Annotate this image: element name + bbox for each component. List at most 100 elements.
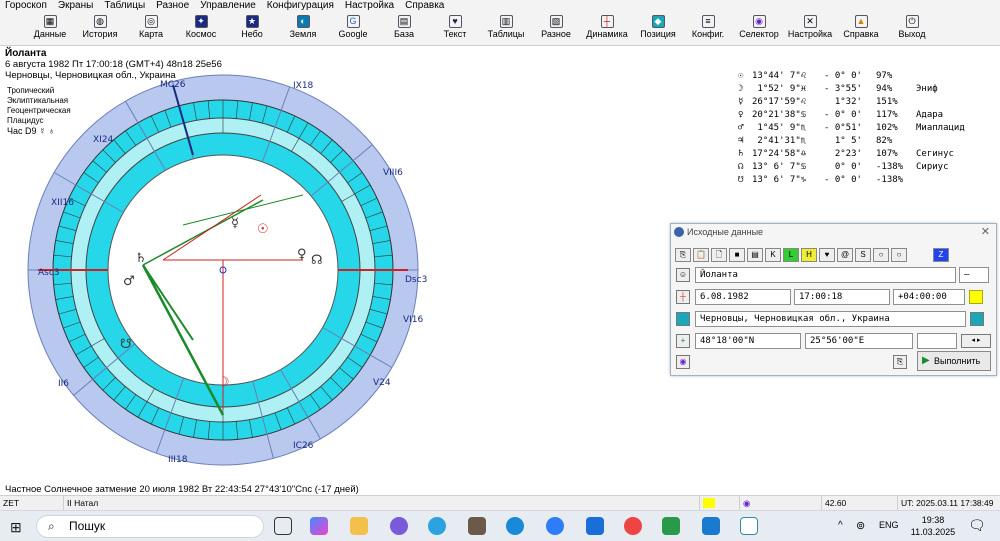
toolbar-help-button[interactable]: ▲ Справка bbox=[843, 15, 879, 39]
natal-chart-wheel[interactable]: Asc3 XII16 XI24 MC26 IX18 VIII6 Dsc3 VI1… bbox=[18, 70, 428, 470]
planet-row: ☉ 13°44' 7"♌ - 0° 0' 97% bbox=[738, 70, 976, 83]
longitude-input[interactable]: 25°56'00"E bbox=[805, 333, 913, 349]
menu-settings[interactable]: Настройка bbox=[344, 0, 395, 11]
new-icon[interactable]: 🗋 bbox=[711, 248, 727, 262]
menu-screens[interactable]: Экраны bbox=[57, 0, 94, 11]
saturn-icon: ♄ bbox=[135, 251, 147, 266]
app-icon[interactable] bbox=[662, 517, 680, 535]
edge-icon[interactable] bbox=[506, 517, 524, 535]
toolbar-settings-button[interactable]: ✕ Настройка bbox=[787, 15, 833, 39]
help-icon: ▲ bbox=[854, 15, 868, 28]
z-icon[interactable]: Z bbox=[933, 248, 949, 262]
color-swatch[interactable] bbox=[969, 290, 983, 304]
radio-icon[interactable]: ○ bbox=[873, 248, 889, 262]
house-label-5: V24 bbox=[373, 378, 391, 388]
viber-icon[interactable] bbox=[390, 517, 408, 535]
photo-app-icon[interactable] bbox=[468, 517, 486, 535]
tray-chevron-icon[interactable]: ^ bbox=[838, 520, 843, 531]
planet-row: ☽ 1°52' 9"♓ - 3°55' 94% Эниф bbox=[738, 83, 976, 96]
windows-start-icon[interactable]: ⊞ bbox=[10, 519, 22, 535]
astrology-app-icon[interactable] bbox=[740, 517, 758, 535]
notification-icon[interactable]: 🗨 bbox=[968, 517, 986, 533]
tray-language[interactable]: ENG bbox=[879, 520, 899, 530]
toolbar-earth-button[interactable]: ◐ Земля bbox=[289, 15, 317, 39]
planet-row: ♃ 2°41'31"♏ 1° 5' 82% bbox=[738, 135, 976, 148]
telegram-icon[interactable] bbox=[428, 517, 446, 535]
toolbar-exit-button[interactable]: ⏻ Выход bbox=[898, 15, 926, 39]
aspect-line bbox=[182, 194, 304, 226]
close-icon[interactable]: ✕ bbox=[980, 226, 990, 238]
selector-icon[interactable]: ◉ bbox=[676, 355, 690, 369]
menu-control[interactable]: Управление bbox=[200, 0, 256, 11]
gender-select[interactable]: – bbox=[959, 267, 989, 283]
toolbar-database-button[interactable]: ▤ База bbox=[394, 15, 414, 39]
house-label-11: XI24 bbox=[93, 135, 114, 145]
time-input[interactable]: 17:00:18 bbox=[794, 289, 890, 305]
toolbar-google-button[interactable]: G Google bbox=[338, 15, 368, 39]
menu-misc[interactable]: Разное bbox=[156, 0, 190, 11]
menu-configuration[interactable]: Конфигурация bbox=[266, 0, 334, 11]
toolbar-config-button[interactable]: ≡ Конфиг. bbox=[691, 15, 725, 39]
house-label-8: VIII6 bbox=[383, 168, 403, 178]
place-input[interactable]: Черновцы, Черновицкая обл., Украина bbox=[695, 311, 966, 327]
date-icon: ┼ bbox=[676, 290, 690, 304]
toolbar-selector-button[interactable]: ◉ Селектор bbox=[739, 15, 779, 39]
calendar-icon[interactable]: ▤ bbox=[747, 248, 763, 262]
save-icon[interactable]: ■ bbox=[729, 248, 745, 262]
heart-icon[interactable]: ♥ bbox=[819, 248, 835, 262]
planet-pct: -138% bbox=[876, 162, 904, 172]
toolbar-position-button[interactable]: ◆ Позиция bbox=[640, 15, 676, 39]
spinner-arrows[interactable]: ◂ ▸ bbox=[961, 334, 991, 348]
run-button[interactable]: Выполнить bbox=[917, 351, 991, 371]
l-icon[interactable]: L bbox=[783, 248, 799, 262]
task-view-icon[interactable] bbox=[274, 517, 292, 535]
k-icon[interactable]: K bbox=[765, 248, 781, 262]
tables-icon: ▥ bbox=[499, 15, 513, 28]
spiral-icon[interactable]: @ bbox=[837, 248, 853, 262]
house-label-2: II6 bbox=[58, 379, 69, 389]
coordinates-icon: + bbox=[676, 334, 690, 348]
search-icon: ⌕ bbox=[48, 519, 55, 533]
date-input[interactable]: 6.08.1982 bbox=[695, 289, 791, 305]
planet-glyph: ♀ bbox=[738, 110, 744, 120]
h-icon[interactable]: H bbox=[801, 248, 817, 262]
copilot-icon[interactable] bbox=[310, 517, 328, 535]
toolbar-tables-button[interactable]: ▥ Таблицы bbox=[487, 15, 525, 39]
cosmos-icon: ✦ bbox=[194, 15, 208, 28]
toolbar-misc-button[interactable]: ▧ Разное bbox=[541, 15, 571, 39]
radio-icon[interactable]: ○ bbox=[891, 248, 907, 262]
vscode-icon[interactable] bbox=[702, 517, 720, 535]
menu-tables[interactable]: Таблицы bbox=[104, 0, 146, 11]
toolbar-history-button[interactable]: ◍ История bbox=[82, 15, 118, 39]
zoom-icon[interactable] bbox=[546, 517, 564, 535]
status-value: 42.60 bbox=[822, 496, 898, 510]
taskbar-search[interactable]: Пошук bbox=[36, 515, 264, 538]
copy-result-icon[interactable]: ⎘ bbox=[893, 355, 907, 369]
tray-network-icon[interactable]: ⊚ bbox=[856, 520, 866, 532]
altitude-input[interactable] bbox=[917, 333, 957, 349]
map-pick-icon[interactable] bbox=[970, 312, 984, 326]
dynamics-icon: ┼ bbox=[600, 15, 614, 28]
menu-help[interactable]: Справка bbox=[405, 0, 445, 11]
file-explorer-icon[interactable] bbox=[350, 517, 368, 535]
toolbar-cosmos-button[interactable]: ✦ Космос bbox=[185, 15, 217, 39]
latitude-input[interactable]: 48°18'00"N bbox=[695, 333, 801, 349]
paste-icon[interactable]: 📋 bbox=[693, 248, 709, 262]
tray-date: 11.03.2025 bbox=[910, 527, 956, 537]
toolbar-map-button[interactable]: ◎ Карта bbox=[138, 15, 164, 39]
planet-star: Миаплацид bbox=[916, 123, 965, 133]
mars-icon: ♂ bbox=[123, 274, 135, 289]
app-icon[interactable] bbox=[586, 517, 604, 535]
toolbar-text-button[interactable]: ♥ Текст bbox=[443, 15, 467, 39]
timezone-input[interactable]: +04:00:00 bbox=[893, 289, 965, 305]
copy-icon[interactable]: ⎘ bbox=[675, 248, 691, 262]
name-input[interactable]: Йоланта bbox=[695, 267, 956, 283]
strike-icon[interactable]: S bbox=[855, 248, 871, 262]
tray-clock[interactable]: 19:38 11.03.2025 bbox=[905, 514, 961, 538]
house-label-mc: MC26 bbox=[160, 80, 186, 90]
toolbar-dynamics-button[interactable]: ┼ Динамика bbox=[586, 15, 628, 39]
toolbar-sky-button[interactable]: ★ Небо bbox=[241, 15, 263, 39]
toolbar-data-button[interactable]: ▦ Данные bbox=[33, 15, 67, 39]
menu-horoscope[interactable]: Гороскоп bbox=[5, 0, 47, 11]
chrome-icon[interactable] bbox=[624, 517, 642, 535]
